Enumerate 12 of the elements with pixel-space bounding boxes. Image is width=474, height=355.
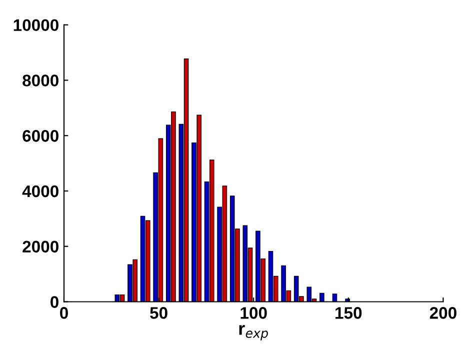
x-tick-label: 50 — [150, 307, 168, 319]
x-tick-label: 0 — [60, 307, 68, 319]
y-tick-label: 8000 — [22, 74, 58, 86]
y-tick-label: 10000 — [14, 19, 58, 32]
y-tick-label: 4000 — [22, 185, 58, 198]
y-tick-label: 2000 — [22, 240, 58, 253]
y-tick-label: 0 — [50, 296, 58, 308]
x-tick-label: 200 — [430, 307, 456, 319]
y-tick-label: 6000 — [22, 130, 58, 142]
x-tick-label: 150 — [336, 307, 362, 319]
x-axis-title: r$_{exp}$ — [239, 325, 268, 340]
x-tick-label: 100 — [240, 307, 267, 319]
